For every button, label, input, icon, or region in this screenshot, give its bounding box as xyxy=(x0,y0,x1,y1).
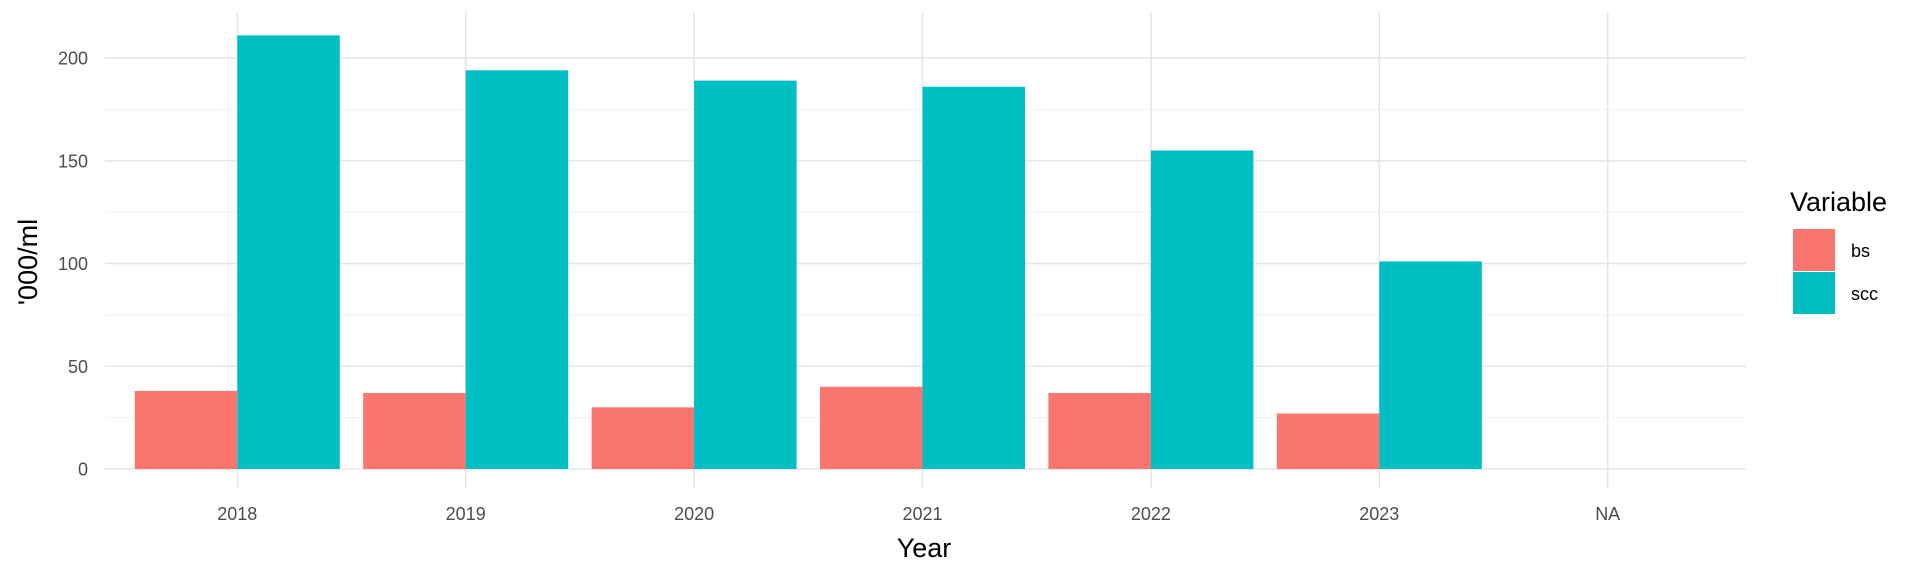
bar-scc-2019 xyxy=(465,70,569,469)
bar-bs-2020 xyxy=(591,407,695,469)
x-tick-label: 2019 xyxy=(446,504,486,524)
x-tick-label: 2021 xyxy=(902,504,942,524)
y-axis-title: '000/ml xyxy=(13,219,43,305)
bar-bs-2021 xyxy=(820,386,923,469)
x-tick-label: NA xyxy=(1595,504,1620,524)
y-axis-tick-labels: 0 50 100 150 200 xyxy=(58,49,88,480)
x-axis-tick-labels: 2018 2019 2020 2021 2022 2023 NA xyxy=(217,504,1620,524)
legend-key-bs xyxy=(1793,229,1835,271)
x-tick-label: 2022 xyxy=(1131,504,1171,524)
bar-scc-2020 xyxy=(694,80,797,469)
bar-bs-2022 xyxy=(1048,392,1151,469)
x-tick-label: 2018 xyxy=(217,504,257,524)
bar-bs-2018 xyxy=(134,390,238,469)
bar-scc-2022 xyxy=(1150,150,1254,469)
bar-bs-2019 xyxy=(363,392,466,469)
legend: Variable bs scc xyxy=(1790,187,1887,314)
legend-title: Variable xyxy=(1790,187,1887,217)
x-axis-title: Year xyxy=(897,533,952,563)
y-tick-label: 200 xyxy=(58,49,88,69)
bar-scc-2018 xyxy=(237,35,340,470)
bar-bs-2023 xyxy=(1276,413,1380,469)
x-tick-label: 2020 xyxy=(674,504,714,524)
legend-label-bs: bs xyxy=(1851,241,1870,261)
x-tick-label: 2023 xyxy=(1359,504,1399,524)
bars xyxy=(134,35,1482,470)
legend-items: bs scc xyxy=(1793,229,1878,314)
y-tick-label: 100 xyxy=(58,254,88,274)
y-tick-label: 50 xyxy=(68,357,88,377)
bar-scc-2023 xyxy=(1379,261,1482,469)
y-tick-label: 0 xyxy=(78,460,88,480)
y-tick-label: 150 xyxy=(58,151,88,171)
legend-key-scc xyxy=(1793,272,1835,314)
legend-label-scc: scc xyxy=(1851,284,1878,304)
bar-scc-2021 xyxy=(922,86,1025,470)
